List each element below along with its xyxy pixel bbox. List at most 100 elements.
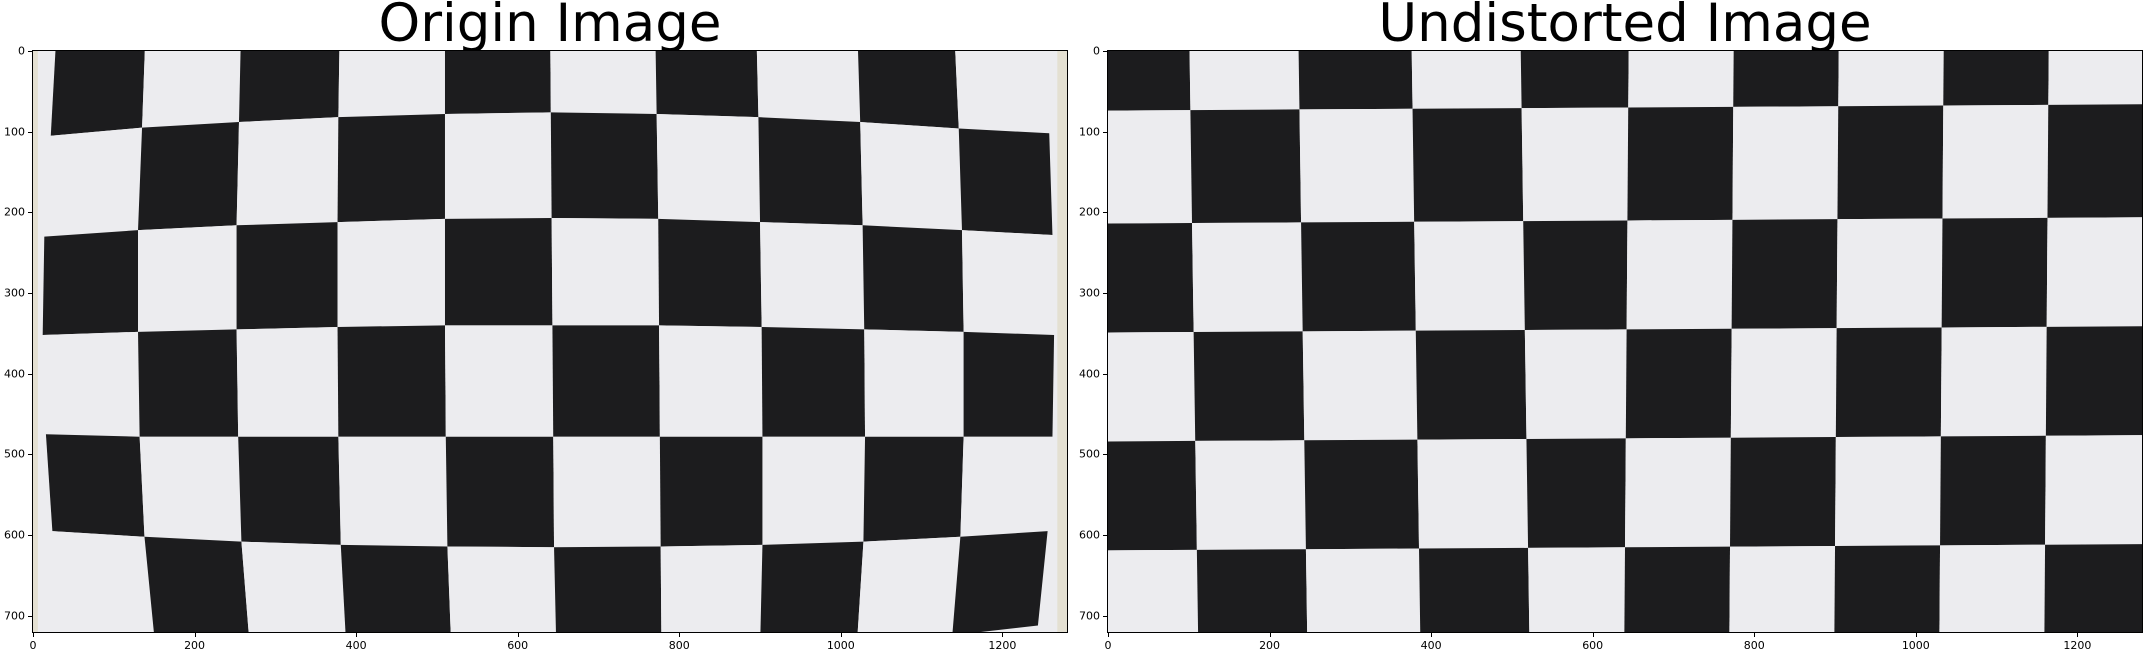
origin-light-square [955,51,1050,134]
undistorted-dark-square [2044,544,2142,632]
origin-dark-square [655,51,759,118]
undistorted-dark-square [1108,223,1194,333]
x-tick-label: 800 [668,639,690,652]
undistorted-dark-square [1835,327,1942,438]
y-tick-label: 300 [1079,286,1100,300]
x-tick [1269,632,1271,637]
y-tick [1103,454,1108,456]
y-tick [28,212,33,214]
undistorted-dark-square [1627,106,1734,221]
undistorted-dark-square [1190,109,1302,224]
undistorted-dark-square [1304,439,1420,550]
undistorted-dark-square [1415,330,1527,440]
y-tick-label: 500 [1079,447,1100,461]
undistorted-light-square [1730,328,1837,438]
origin-light-square [762,436,866,545]
x-tick [356,632,358,637]
undistorted-light-square [1732,106,1839,220]
origin-dark-square [444,51,551,114]
y-tick-label: 200 [4,205,25,219]
x-tick-label: 600 [507,639,529,652]
undistorted-light-square [1305,548,1421,632]
origin-light-square [42,331,140,437]
origin-light-square [236,117,339,226]
x-tick [1592,632,1594,637]
origin-light-square [550,51,657,114]
y-tick-label: 100 [1079,125,1100,139]
y-tick [28,293,33,295]
origin-dark-square [554,546,662,632]
x-tick [33,632,34,637]
origin-dark-square [138,329,239,437]
undistorted-panel: Undistorted Image 0 200 400 600 800 1000 1200 0… [1075,0,2151,656]
x-tick-label: 1000 [826,639,855,652]
origin-dark-square [340,544,451,632]
undistorted-dark-square [1625,328,1732,439]
x-tick-label: 0 [29,639,37,652]
x-tick [679,632,681,637]
origin-dark-square [238,436,341,545]
undistorted-light-square [1108,331,1196,442]
origin-light-square [444,325,554,437]
origin-light-square [241,541,346,632]
x-tick-label: 200 [184,639,206,652]
origin-dark-square [144,536,249,632]
origin-dark-square [337,325,446,437]
origin-light-square [338,51,445,118]
y-tick [1103,293,1108,295]
undistorted-light-square [1108,549,1199,632]
origin-panel: Origin Image 0 200 400 600 800 1000 1200 0 100 20… [0,0,1075,656]
origin-light-square [553,436,661,548]
undistorted-dark-square [1730,437,1836,547]
undistorted-dark-square [1520,51,1629,109]
origin-light-square [551,218,660,326]
origin-title: Origin Image [378,0,722,54]
x-tick-label: 600 [1582,639,1604,652]
undistorted-dark-square [1523,220,1628,331]
origin-dark-square [444,218,553,326]
origin-image-axes [32,50,1068,633]
y-tick [1103,131,1108,133]
origin-dark-square [337,113,445,223]
y-tick [1103,615,1108,617]
origin-dark-square [236,222,338,330]
x-tick [2077,632,2079,637]
undistorted-dark-square [1624,546,1731,632]
origin-light-square [960,436,1053,537]
undistorted-light-square [1528,547,1625,632]
undistorted-dark-square [1940,435,2046,546]
x-tick-label: 400 [345,639,367,652]
origin-dark-square [42,230,139,336]
undistorted-light-square [1626,219,1733,330]
undistorted-light-square [1729,545,1836,632]
origin-dark-square [758,117,863,226]
undistorted-light-square [1942,104,2049,219]
origin-dark-square [138,122,239,231]
undistorted-light-square [2045,435,2142,545]
undistorted-light-square [1414,221,1525,331]
undistorted-light-square [1625,437,1731,548]
undistorted-light-square [1189,51,1300,111]
x-tick-label: 1200 [988,639,1017,652]
y-tick-label: 600 [4,528,25,542]
undistorted-dark-square [1108,51,1191,111]
undistorted-dark-square [2045,326,2142,436]
undistorted-image-axes [1107,50,2143,633]
origin-dark-square [862,225,964,332]
undistorted-dark-square [1731,219,1838,329]
origin-dark-square [958,128,1053,235]
y-tick [28,535,33,537]
origin-dark-square [760,541,864,632]
undistorted-light-square [1524,329,1627,439]
undistorted-dark-square [1412,108,1524,222]
origin-light-square [660,544,763,632]
undistorted-dark-square [2047,104,2142,218]
undistorted-dark-square [1941,217,2048,328]
y-tick [1103,373,1108,375]
undistorted-light-square [1417,438,1529,549]
y-tick [1103,51,1108,52]
origin-light-square [337,218,445,327]
origin-light-square [857,536,961,632]
undistorted-light-square [1108,110,1193,224]
x-tick [1754,632,1756,637]
